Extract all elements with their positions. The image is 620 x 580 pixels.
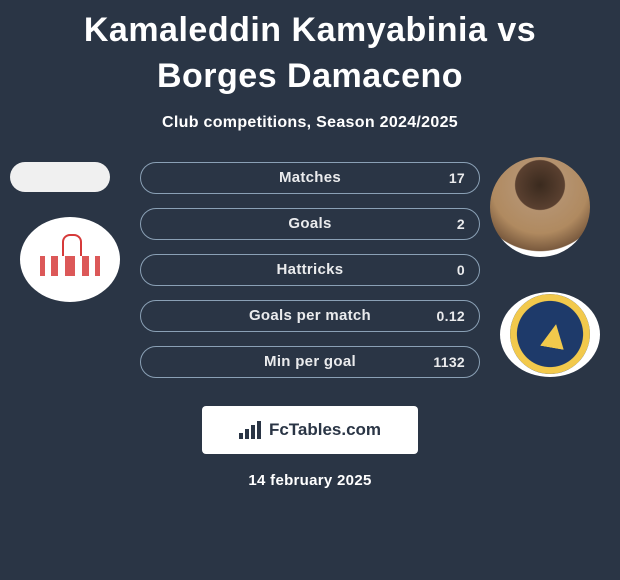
stat-row-matches: Matches 17 [140,162,480,194]
stat-value-right: 2 [457,216,465,232]
player-right-photo [490,157,590,257]
stat-value-right: 17 [449,170,465,186]
stat-label: Hattricks [277,261,344,278]
comparison-title: Kamaleddin Kamyabinia vs Borges Damaceno [0,0,620,100]
stat-label: Goals per match [249,307,371,324]
club-right-logo [500,292,600,377]
player-left-photo [10,162,110,192]
stat-row-goals: Goals 2 [140,208,480,240]
club-left-emblem-icon [40,234,100,284]
stats-container: Matches 17 Goals 2 Hattricks 0 Goals per… [0,162,620,392]
stat-label: Matches [279,169,341,186]
season-subtitle: Club competitions, Season 2024/2025 [0,114,620,132]
brand-badge: FcTables.com [202,406,418,454]
stat-value-right: 1132 [433,354,465,370]
stat-label: Goals [288,215,331,232]
generated-date: 14 february 2025 [0,472,620,489]
stat-label: Min per goal [264,353,356,370]
club-left-logo [20,217,120,302]
stat-row-hattricks: Hattricks 0 [140,254,480,286]
stat-value-right: 0 [457,262,465,278]
club-right-emblem-icon [510,294,590,374]
brand-text: FcTables.com [269,420,381,440]
stat-row-gpm: Goals per match 0.12 [140,300,480,332]
bar-chart-icon [239,421,261,439]
stat-value-right: 0.12 [437,308,465,324]
stat-row-mpg: Min per goal 1132 [140,346,480,378]
